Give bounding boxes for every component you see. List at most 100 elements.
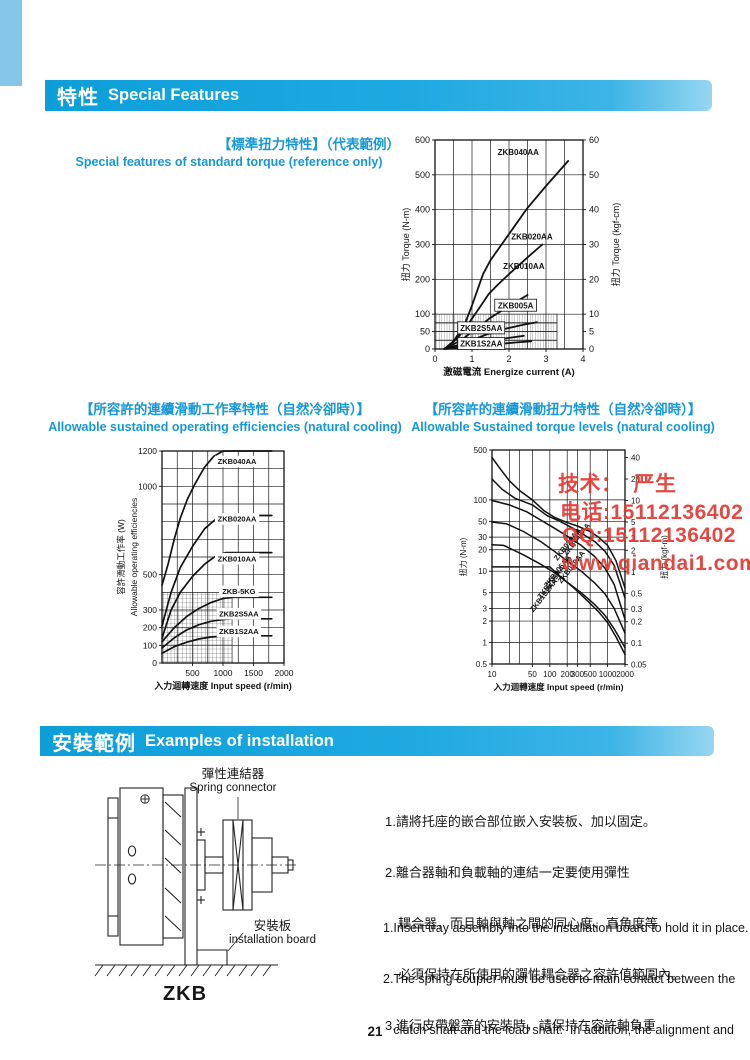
- installation-board-label-en: installation board: [229, 934, 316, 946]
- svg-text:1000: 1000: [599, 670, 617, 679]
- svg-text:10: 10: [589, 309, 599, 319]
- svg-text:4: 4: [580, 354, 585, 364]
- sustained-torque-chart: ZKB040AAZKB020AAZKB010AAZKB005AAZKB2S5AA…: [458, 446, 669, 692]
- svg-text:300: 300: [415, 240, 430, 250]
- svg-text:100: 100: [474, 496, 488, 505]
- chart2-title: 【所容許的連續滑動工作率特性（自然冷卻時）】 Allowable sustain…: [45, 401, 405, 435]
- svg-text:3: 3: [483, 604, 488, 613]
- svg-text:20: 20: [631, 475, 640, 484]
- svg-text:30: 30: [478, 533, 487, 542]
- svg-text:0: 0: [425, 344, 430, 354]
- svg-text:0.5: 0.5: [476, 660, 488, 669]
- note-cn-line: 必須保持在所使用的彈性耦合器之容許值範圍內。: [385, 967, 685, 982]
- svg-text:ZKB1S2AA: ZKB1S2AA: [460, 340, 502, 349]
- svg-text:500: 500: [143, 570, 157, 580]
- svg-text:10: 10: [631, 496, 640, 505]
- svg-text:ZKB040AA: ZKB040AA: [218, 457, 257, 466]
- svg-text:ZKB020AA: ZKB020AA: [218, 515, 257, 524]
- svg-text:1500: 1500: [244, 668, 263, 678]
- svg-text:ZKB005A: ZKB005A: [498, 301, 534, 310]
- watermark-line2: 电话:15112136402: [560, 501, 744, 524]
- svg-text:1: 1: [469, 354, 474, 364]
- svg-text:入力迴轉速度 Input speed (r/min): 入力迴轉速度 Input speed (r/min): [153, 680, 292, 691]
- svg-text:0.05: 0.05: [631, 661, 647, 670]
- svg-text:扭力 (N-m): 扭力 (N-m): [458, 537, 468, 576]
- svg-text:2: 2: [506, 354, 511, 364]
- svg-text:40: 40: [589, 205, 599, 215]
- installation-board-label-cn: 安裝板: [253, 919, 292, 933]
- svg-text:30: 30: [589, 240, 599, 250]
- svg-text:200: 200: [143, 623, 157, 633]
- svg-text:ZKB010AA: ZKB010AA: [218, 554, 257, 563]
- corner-tab: [0, 0, 22, 86]
- svg-text:500: 500: [584, 670, 598, 679]
- svg-text:10: 10: [478, 567, 487, 576]
- installation-notes-en: 1.Insert tray assembly into the installa…: [383, 886, 748, 1060]
- svg-text:0: 0: [432, 354, 437, 364]
- svg-text:扭力 Torque (kgf-cm): 扭力 Torque (kgf-cm): [610, 203, 621, 287]
- note-cn-line: 1.請將托座的嵌合部位嵌入安裝板、加以固定。: [385, 814, 656, 829]
- note-cn-line: 2.離合器軸和負載軸的連結一定要使用彈性: [385, 865, 630, 880]
- note-cn-line: 3.進行皮帶盤等的安裝時，請保持在容許軸負重: [385, 1018, 656, 1033]
- note-cn-line: 耦合器，而且軸與軸之間的同心度、直角度等: [385, 916, 659, 931]
- svg-text:500: 500: [415, 170, 430, 180]
- svg-text:100: 100: [415, 309, 430, 319]
- svg-text:扭力 (kgf-m): 扭力 (kgf-m): [659, 535, 669, 579]
- svg-text:3: 3: [543, 354, 548, 364]
- note-en-line: 2.The spring coupler must be used to mai…: [383, 972, 736, 986]
- svg-text:600: 600: [415, 135, 430, 145]
- section-header-installation: 安裝範例 Examples of installation: [40, 726, 714, 756]
- watermark-line4: www.qiandai1.com: [562, 552, 750, 575]
- svg-text:50: 50: [478, 517, 487, 526]
- diagram-caption: ZKB: [162, 983, 208, 1005]
- svg-text:扭力 Torque (N-m): 扭力 Torque (N-m): [400, 208, 411, 282]
- svg-text:1: 1: [631, 568, 636, 577]
- section-header-special-features: 特性 Special Features: [45, 80, 712, 111]
- chart1-title: 【標準扭力特性】（代表範例） Special features of stand…: [58, 136, 400, 170]
- svg-text:1000: 1000: [138, 481, 157, 491]
- svg-text:5: 5: [483, 589, 488, 598]
- svg-text:ZKB-5KG: ZKB-5KG: [222, 587, 255, 596]
- svg-text:2000: 2000: [275, 668, 294, 678]
- svg-text:1: 1: [483, 639, 488, 648]
- svg-text:10: 10: [488, 670, 497, 679]
- svg-text:100: 100: [143, 640, 157, 650]
- spring-connector-label-cn: 彈性連結器: [201, 767, 265, 781]
- svg-text:0.3: 0.3: [631, 605, 643, 614]
- svg-text:0: 0: [589, 344, 594, 354]
- section-header1-cn: 特性: [57, 87, 99, 109]
- svg-text:50: 50: [589, 170, 599, 180]
- svg-text:300: 300: [571, 670, 585, 679]
- svg-text:5: 5: [589, 327, 594, 337]
- svg-text:ZKB2S5AA: ZKB2S5AA: [460, 324, 502, 333]
- svg-text:5: 5: [631, 518, 636, 527]
- chart1-title-cn: 【標準扭力特性】（代表範例）: [217, 137, 400, 152]
- svg-text:容許滑動工作率 (W): 容許滑動工作率 (W): [116, 519, 126, 595]
- svg-text:0.2: 0.2: [631, 618, 643, 627]
- svg-text:500: 500: [474, 446, 488, 455]
- section-header2-cn: 安裝範例: [52, 732, 136, 755]
- chart2-title-cn: 【所容許的連續滑動工作率特性（自然冷卻時）】: [79, 402, 371, 417]
- note-en-line: 1.Insert tray assembly into the installa…: [383, 921, 749, 935]
- section-header2-en: Examples of installation: [145, 731, 334, 750]
- svg-text:200: 200: [415, 274, 430, 284]
- svg-text:40: 40: [631, 454, 640, 463]
- spring-connector-label-en: Spring connector: [189, 782, 277, 794]
- svg-text:300: 300: [143, 605, 157, 615]
- installation-board-label: 安裝板 installation board: [225, 919, 320, 948]
- svg-text:入力迴轉速度 Input speed (r/min): 入力迴轉速度 Input speed (r/min): [493, 682, 624, 692]
- chart3-title-cn: 【所容許的連續滑動扭力特性（自然冷卻時）】: [424, 402, 702, 417]
- section-header1-en: Special Features: [108, 86, 240, 104]
- svg-text:100: 100: [543, 670, 557, 679]
- svg-text:1000: 1000: [214, 668, 233, 678]
- chart3-title-en: Allowable Sustained torque levels (natur…: [411, 419, 715, 434]
- svg-text:Allowable operating efficienci: Allowable operating efficiencies: [129, 498, 139, 616]
- installation-notes-cn: 1.請將托座的嵌合部位嵌入安裝板、加以固定。 2.離合器軸和負載軸的連結一定要使…: [385, 779, 684, 1060]
- installation-diagram: [94, 787, 298, 977]
- svg-text:3: 3: [631, 534, 636, 543]
- svg-text:20: 20: [478, 546, 487, 555]
- page-number: 21: [367, 1024, 383, 1039]
- svg-text:2: 2: [631, 546, 636, 555]
- svg-text:ZKB020AA: ZKB020AA: [511, 233, 553, 242]
